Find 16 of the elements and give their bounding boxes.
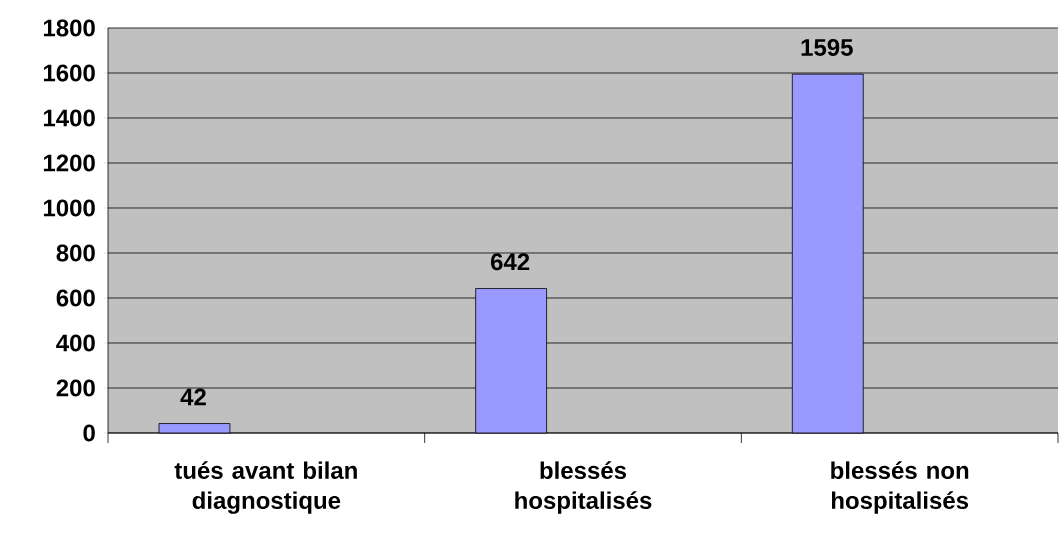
y-tick-label: 600 xyxy=(56,289,95,307)
x-tick-label: tués avant bilan diagnostique xyxy=(174,461,357,514)
y-tick-label: 0 xyxy=(83,424,95,442)
x-tick-label: blessés non hospitalisés xyxy=(831,461,969,514)
y-tick-label: 1400 xyxy=(43,109,95,127)
y-tick-label: 1200 xyxy=(43,154,95,172)
y-tick-label: 400 xyxy=(56,334,95,352)
data-label: 1595 xyxy=(801,38,853,56)
y-tick-label: 1000 xyxy=(43,199,95,217)
data-label: 42 xyxy=(180,388,206,406)
x-tick-label: blessés hospitalisés xyxy=(515,461,652,514)
y-tick-label: 200 xyxy=(56,379,95,397)
y-tick-label: 1600 xyxy=(43,64,95,82)
y-tick-label: 800 xyxy=(56,244,95,262)
y-tick-label: 1800 xyxy=(43,19,95,37)
data-label: 642 xyxy=(490,253,530,271)
